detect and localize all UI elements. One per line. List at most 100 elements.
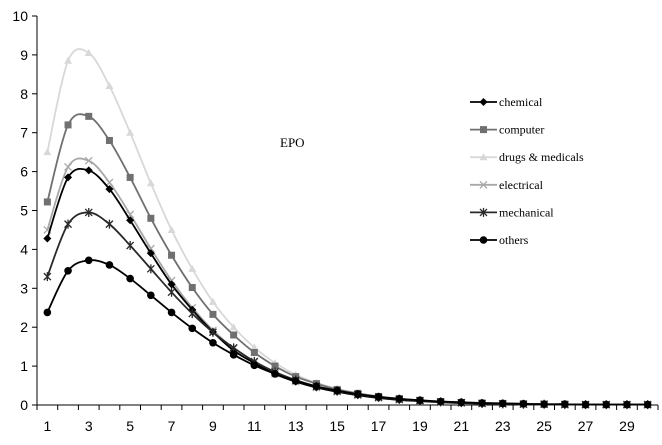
x-tick-label: 23	[495, 418, 511, 434]
y-tick-label: 0	[20, 397, 28, 413]
data-point	[43, 234, 52, 243]
data-point	[168, 251, 176, 259]
x-tick-label: 1	[43, 418, 51, 434]
data-point	[374, 393, 383, 401]
data-point	[250, 343, 259, 351]
x-tick-label: 27	[578, 418, 594, 434]
data-point	[209, 338, 217, 347]
data-point	[478, 399, 486, 407]
data-point	[188, 309, 197, 319]
y-tick-label: 2	[20, 319, 28, 335]
x-tick-label: 5	[126, 418, 134, 434]
y-tick-label: 8	[20, 86, 28, 102]
data-point	[354, 390, 362, 398]
legend-label: computer	[499, 123, 544, 137]
data-point	[250, 361, 259, 370]
data-point	[188, 324, 197, 333]
x-tick-label: 11	[247, 418, 262, 434]
y-tick-label: 1	[20, 358, 28, 374]
y-tick-label: 4	[20, 241, 28, 257]
data-point	[105, 82, 114, 90]
data-point	[84, 207, 93, 217]
data-point	[581, 400, 590, 409]
legend-label: drugs & medicals	[499, 150, 584, 164]
chart-annotation: EPO	[280, 135, 305, 150]
data-point	[188, 284, 196, 292]
data-point	[167, 287, 176, 297]
data-point	[105, 136, 113, 144]
data-point	[64, 121, 72, 129]
data-point	[602, 400, 611, 409]
series-others	[43, 256, 652, 409]
data-point	[436, 397, 445, 406]
legend: chemical computer drugs & medicals electric…	[470, 95, 584, 247]
data-point	[623, 400, 631, 409]
data-point	[147, 214, 155, 222]
series-line	[46, 167, 648, 406]
series-line	[46, 157, 648, 406]
legend-marker	[479, 153, 488, 161]
legend-marker	[479, 180, 488, 189]
data-point	[188, 264, 197, 272]
data-point	[126, 274, 134, 283]
legend-label: electrical	[499, 178, 544, 192]
data-point	[126, 173, 134, 181]
data-point	[43, 198, 51, 206]
data-point	[333, 386, 341, 395]
x-tick-label: 9	[209, 418, 217, 434]
data-point	[229, 343, 238, 353]
data-point	[457, 398, 466, 407]
x-tick-label: 25	[536, 418, 552, 434]
legend-entry: computer	[470, 123, 544, 137]
data-point	[147, 291, 155, 300]
data-point	[230, 331, 238, 339]
y-tick-label: 9	[20, 47, 28, 63]
data-point	[64, 56, 73, 64]
data-point	[105, 261, 114, 269]
y-tick-label: 3	[20, 280, 28, 296]
data-point	[105, 178, 114, 187]
legend-entry: chemical	[470, 95, 543, 109]
data-point	[85, 112, 93, 120]
data-point	[64, 162, 73, 171]
data-point	[167, 225, 176, 233]
data-point	[84, 48, 93, 56]
data-point	[167, 280, 176, 289]
data-point	[43, 148, 52, 156]
data-point	[84, 256, 93, 265]
data-point	[126, 128, 135, 136]
data-point	[105, 185, 114, 194]
data-point	[395, 394, 404, 403]
x-tick-label: 21	[454, 418, 470, 434]
x-tick-label: 7	[168, 418, 176, 434]
series-chemical	[43, 166, 652, 409]
legend-entry: drugs & medicals	[470, 150, 584, 164]
data-point	[126, 216, 135, 225]
data-point	[416, 396, 424, 405]
legend-marker	[480, 126, 487, 134]
series-layer	[43, 48, 652, 410]
data-point	[84, 166, 93, 175]
data-point	[209, 310, 217, 318]
data-point	[229, 323, 238, 331]
data-point	[498, 399, 507, 408]
data-point	[43, 308, 52, 317]
data-point	[146, 179, 155, 187]
x-tick-label: 3	[85, 418, 93, 434]
data-point	[64, 219, 73, 229]
data-point	[64, 266, 72, 275]
legend-marker	[479, 236, 488, 244]
legend-marker	[479, 207, 488, 217]
data-point	[312, 382, 321, 391]
x-tick-label: 15	[329, 418, 345, 434]
series-line	[46, 259, 648, 406]
data-point	[271, 362, 279, 370]
data-point	[208, 297, 217, 305]
data-point	[519, 400, 528, 408]
y-tick-label: 6	[20, 164, 28, 180]
data-point	[84, 156, 93, 165]
series-mechanical	[43, 207, 652, 410]
legend-label: chemical	[499, 95, 543, 109]
